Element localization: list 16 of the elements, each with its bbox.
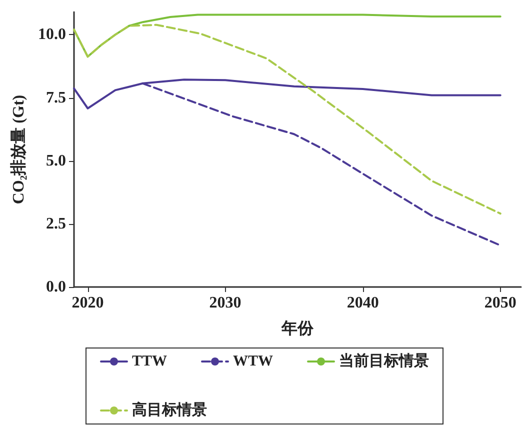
line-series bbox=[73, 24, 502, 215]
legend-label: TTW bbox=[132, 354, 168, 370]
y-tick-label: 5.0 bbox=[46, 152, 66, 170]
y-tick-label: 7.5 bbox=[46, 89, 66, 106]
legend-label: 高目标情景 bbox=[132, 400, 207, 418]
legend-label: 当前目标情景 bbox=[339, 352, 430, 370]
x-tick-label: 2020 bbox=[72, 294, 104, 312]
x-tick-label: 2030 bbox=[209, 294, 242, 312]
x-axis-title: 年份 bbox=[280, 320, 314, 338]
y-tick-label: 10.0 bbox=[38, 26, 66, 44]
y-tick-label: 0.0 bbox=[46, 278, 66, 296]
y-axis-title: CO₂排放量 (Gt) bbox=[10, 94, 28, 204]
x-tick-label: 2050 bbox=[484, 294, 516, 312]
legend-label: WTW bbox=[233, 354, 274, 370]
x-tick-label: 2040 bbox=[346, 294, 379, 312]
y-tick-label: 2.5 bbox=[46, 215, 66, 232]
